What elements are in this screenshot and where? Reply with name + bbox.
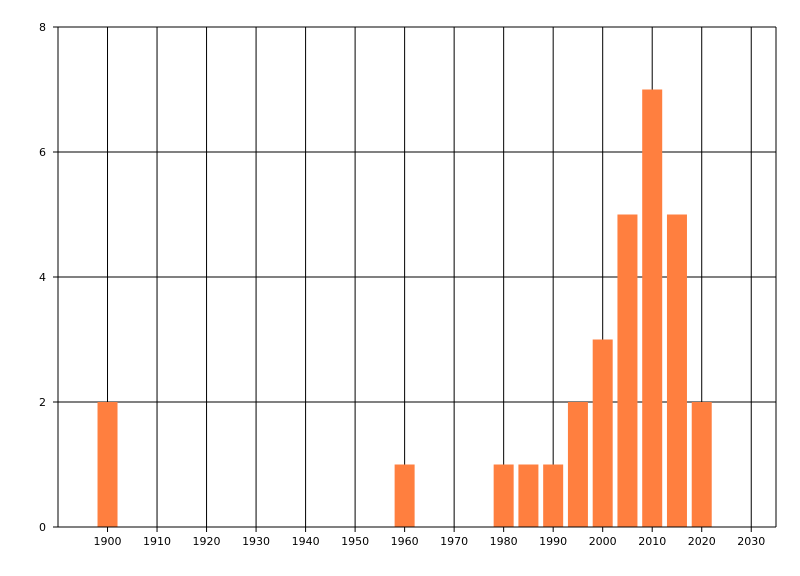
y-tick-label: 0 <box>39 521 46 534</box>
x-tick-label: 1930 <box>242 535 270 548</box>
x-tick-label: 1910 <box>143 535 171 548</box>
bar <box>567 402 588 527</box>
x-tick-label: 2000 <box>589 535 617 548</box>
x-tick-label: 2020 <box>688 535 716 548</box>
bar <box>691 402 712 527</box>
x-tick-label: 1990 <box>539 535 567 548</box>
bar <box>543 464 564 527</box>
x-tick-label: 1980 <box>490 535 518 548</box>
bar <box>394 464 415 527</box>
bar <box>666 214 687 527</box>
bar <box>617 214 638 527</box>
x-tick-label: 1900 <box>94 535 122 548</box>
x-tick-label: 1950 <box>341 535 369 548</box>
bar <box>518 464 539 527</box>
x-tick-label: 1970 <box>440 535 468 548</box>
x-tick-label: 2030 <box>737 535 765 548</box>
bar <box>493 464 514 527</box>
x-tick-label: 1940 <box>292 535 320 548</box>
bar <box>592 339 613 527</box>
y-tick-label: 2 <box>39 396 46 409</box>
x-tick-label: 2010 <box>638 535 666 548</box>
y-tick-label: 4 <box>39 271 46 284</box>
x-tick-label: 1960 <box>391 535 419 548</box>
y-tick-label: 8 <box>39 21 46 34</box>
bar <box>642 89 663 527</box>
bar <box>97 402 118 527</box>
y-tick-label: 6 <box>39 146 46 159</box>
x-tick-label: 1920 <box>193 535 221 548</box>
